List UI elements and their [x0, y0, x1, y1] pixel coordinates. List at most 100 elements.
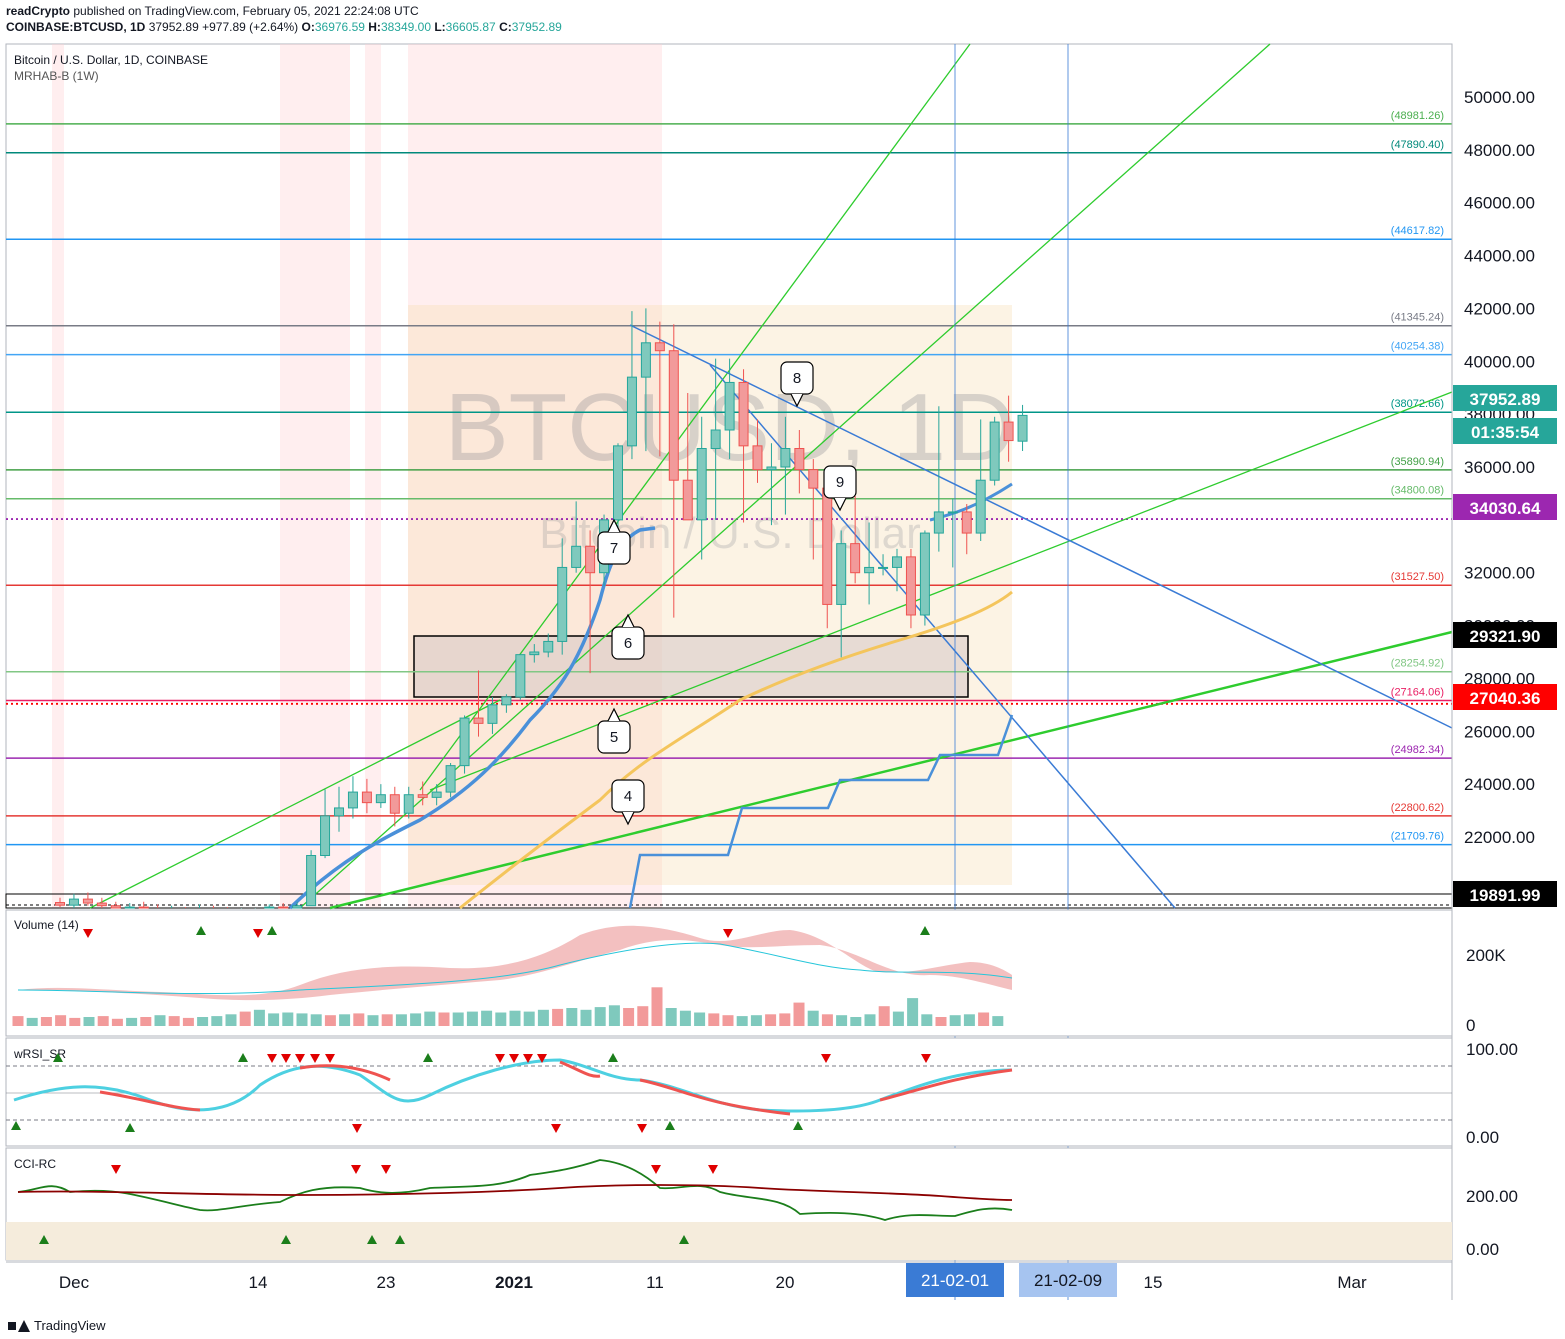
candle-body[interactable]	[613, 445, 623, 521]
trendline-blue-1[interactable]	[629, 324, 1453, 729]
candle-body[interactable]	[124, 906, 135, 909]
candle-body[interactable]	[403, 794, 414, 814]
candle-body[interactable]	[947, 511, 958, 514]
candle-body[interactable]	[933, 511, 944, 534]
candle-body[interactable]	[459, 717, 470, 767]
candle-body[interactable]	[375, 794, 386, 804]
candle-body[interactable]	[724, 381, 735, 431]
candle-body[interactable]	[445, 765, 456, 793]
candle-body[interactable]	[780, 448, 791, 468]
candle-body[interactable]	[82, 898, 93, 904]
candle-body[interactable]	[515, 654, 526, 698]
time-tick: 2021	[495, 1273, 533, 1292]
wave-marker[interactable]: 8	[780, 361, 814, 408]
trendline-green-5[interactable]	[89, 699, 501, 909]
candle-body[interactable]	[571, 545, 582, 568]
volume-bar	[623, 1008, 635, 1026]
open-value: 36976.59	[314, 20, 365, 34]
main-pane[interactable]	[5, 43, 1453, 909]
candle-body[interactable]	[68, 898, 79, 906]
volume-bar	[637, 1006, 649, 1026]
symbol-label: COINBASE:BTCUSD, 1D	[6, 20, 146, 34]
candle-body[interactable]	[710, 429, 721, 449]
candle-body[interactable]	[696, 448, 707, 521]
volume-bar	[126, 1017, 138, 1026]
svg-text:21-02-01: 21-02-01	[921, 1271, 989, 1290]
trendline-green-4[interactable]	[419, 43, 971, 791]
wave-marker[interactable]: 4	[611, 779, 645, 826]
time-axis[interactable]: Dec 14 23 2021 11 20 15 Mar 21-02-01 21-02-09	[59, 1263, 1367, 1297]
candle-body[interactable]	[361, 791, 372, 804]
candle-body[interactable]	[822, 487, 833, 605]
volume-bar	[963, 1014, 975, 1026]
candle-body[interactable]	[306, 855, 317, 907]
candle-body[interactable]	[752, 445, 763, 471]
sell-arrow	[523, 1054, 533, 1063]
level-label: (48981.26)	[1391, 110, 1444, 122]
volume-bar	[935, 1017, 947, 1026]
publish-info: readCrypto published on TradingView.com,…	[6, 4, 419, 18]
candle-body[interactable]	[96, 902, 107, 907]
candle-body[interactable]	[487, 704, 498, 724]
buy-arrow	[53, 1053, 63, 1062]
candle-body[interactable]	[501, 696, 512, 706]
volume-bar	[892, 1011, 904, 1026]
time-tick: 15	[1144, 1273, 1163, 1292]
candle-body[interactable]	[919, 532, 930, 616]
candle-body[interactable]	[529, 651, 540, 656]
candle-body[interactable]	[55, 902, 65, 906]
candle-body[interactable]	[278, 906, 289, 909]
candle-body[interactable]	[682, 479, 693, 521]
cci-tick: 200.00	[1466, 1187, 1518, 1206]
price-axis[interactable]: 50000.00 48000.00 46000.00 44000.00 42000.00…	[1464, 88, 1535, 847]
candle-body[interactable]	[975, 479, 986, 534]
candle-body[interactable]	[1003, 421, 1014, 442]
candle-body[interactable]	[110, 905, 121, 909]
candle-body[interactable]	[320, 815, 331, 856]
candle-body[interactable]	[543, 640, 554, 653]
candle-body[interactable]	[1017, 414, 1028, 442]
low-label: L:	[434, 20, 446, 34]
buy-arrow	[920, 926, 930, 935]
wrsi-pane[interactable]	[5, 1037, 1453, 1147]
candle-body[interactable]	[292, 905, 303, 909]
candle-body[interactable]	[766, 466, 777, 471]
candle-body[interactable]	[961, 511, 972, 534]
candle-body[interactable]	[557, 566, 568, 642]
candle-body[interactable]	[905, 556, 916, 616]
candle-body[interactable]	[668, 350, 679, 481]
candle-body[interactable]	[794, 448, 805, 471]
sell-arrow	[267, 1054, 277, 1063]
candle-body[interactable]	[431, 791, 442, 798]
candle-body[interactable]	[626, 376, 637, 447]
candle-body[interactable]	[473, 717, 484, 724]
candles	[55, 308, 1028, 909]
candle-body[interactable]	[654, 342, 665, 352]
candle-body[interactable]	[878, 566, 889, 569]
wave-marker[interactable]: 7	[597, 518, 631, 565]
svg-text:19891.99: 19891.99	[1470, 886, 1541, 905]
candle-body[interactable]	[640, 342, 651, 378]
candle-body[interactable]	[864, 566, 875, 574]
volume-bar	[651, 987, 663, 1026]
candle-body[interactable]	[808, 469, 819, 489]
wave-marker[interactable]: 9	[823, 465, 857, 512]
candle-body[interactable]	[585, 545, 596, 574]
signal-arrows	[11, 926, 931, 1244]
candle-body[interactable]	[989, 421, 1000, 481]
candle-body[interactable]	[347, 791, 358, 809]
candle-body[interactable]	[334, 807, 344, 817]
candle-body[interactable]	[138, 906, 149, 909]
candle-body[interactable]	[264, 906, 275, 909]
high-value: 38349.00	[380, 20, 431, 34]
wave-marker[interactable]: 6	[611, 613, 645, 660]
candle-body[interactable]	[850, 543, 861, 574]
candle-body[interactable]	[417, 794, 428, 798]
candle-body[interactable]	[389, 794, 400, 814]
candle-body[interactable]	[892, 556, 902, 568]
candle-body[interactable]	[836, 543, 847, 605]
wave-marker[interactable]: 5	[597, 707, 631, 754]
candle-body[interactable]	[738, 381, 749, 447]
buy-arrow	[608, 1053, 618, 1062]
